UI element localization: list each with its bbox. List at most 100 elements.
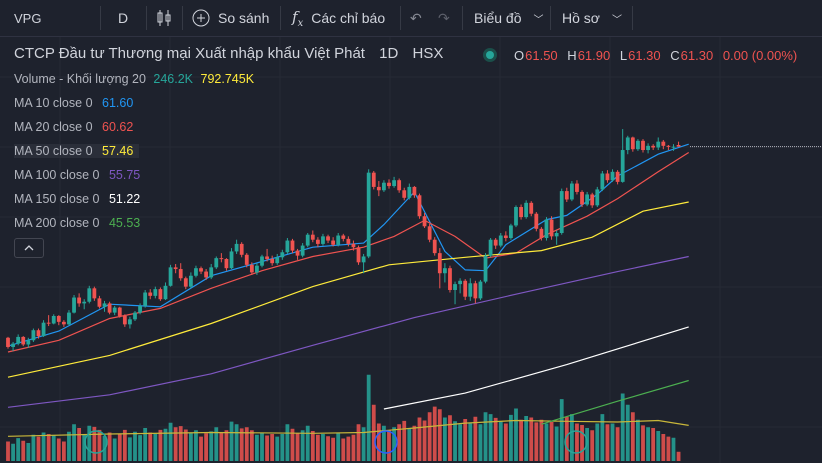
candle-style-button[interactable] — [156, 0, 172, 36]
candle-body — [173, 267, 178, 270]
volume-bar — [56, 438, 61, 461]
candle-body — [549, 219, 554, 237]
volume-ma-lines — [7, 379, 689, 437]
volume-bar — [16, 438, 21, 461]
symbol-search[interactable]: VPG — [14, 0, 41, 36]
candle-body — [92, 288, 97, 299]
candle-body — [295, 250, 300, 256]
ma-legend-10[interactable]: MA 10 close 0 61.60 — [14, 96, 133, 110]
indicators-button[interactable]: fx Các chỉ báo — [292, 0, 385, 36]
compare-button[interactable]: So sánh — [192, 0, 269, 36]
collapse-legend-button[interactable] — [14, 238, 44, 258]
volume-bar — [361, 427, 366, 461]
volume-bar — [387, 430, 391, 461]
interval-button[interactable]: D — [118, 0, 128, 36]
candle-body — [463, 280, 468, 297]
volume-bar — [143, 428, 148, 461]
candle-body — [255, 265, 259, 273]
candle-body — [524, 202, 529, 218]
volume-bar — [671, 437, 676, 461]
ma-legend-50[interactable]: MA 50 close 0 57.46 — [14, 144, 140, 158]
volume-bar — [676, 451, 681, 461]
candle-body — [122, 315, 127, 325]
volume-bar — [636, 419, 640, 461]
candle-body — [488, 239, 493, 256]
volume-bar — [158, 429, 163, 461]
candle-body — [630, 137, 635, 150]
volume-bar — [615, 427, 620, 461]
candle-body — [585, 194, 590, 205]
redo-button[interactable]: ↷ — [438, 0, 450, 36]
candle-body — [341, 235, 346, 239]
candle-body — [458, 280, 463, 285]
ma-legend-150[interactable]: MA 150 close 0 51.22 — [14, 192, 140, 206]
candle-body — [412, 186, 417, 196]
candle-body — [214, 258, 219, 268]
ma-label: MA 100 close 0 — [14, 168, 100, 182]
volume-bar — [646, 427, 650, 461]
candle-body — [620, 150, 625, 182]
volume-bar — [6, 441, 10, 461]
ma-150-line — [383, 326, 689, 410]
volume-bar — [321, 434, 325, 461]
candle-body — [148, 292, 153, 296]
volume-bar — [580, 425, 584, 461]
ma-200-line — [541, 379, 689, 425]
volume-bar — [397, 424, 402, 461]
volume-bar — [458, 424, 463, 461]
price-chart[interactable] — [0, 37, 822, 463]
volume-bar — [483, 412, 488, 461]
low-value: 61.30 — [628, 48, 661, 63]
volume-bar — [97, 429, 102, 461]
volume-bar — [519, 419, 523, 461]
h-label: H — [567, 48, 577, 63]
volume-bar — [285, 424, 290, 461]
volume-legend[interactable]: Volume - Khối lượng 20 246.2K 792.745K — [14, 72, 254, 86]
event-marker — [374, 430, 398, 454]
volume-label: Volume - Khối lượng 20 — [14, 72, 146, 86]
volume-bar — [569, 414, 574, 461]
volume-bar — [620, 393, 625, 461]
candle-body — [432, 239, 437, 254]
ma-legend-200[interactable]: MA 200 close 0 45.53 — [14, 216, 140, 230]
volume-bar — [336, 433, 341, 461]
profile-dropdown[interactable]: Hồ sơ ﹀ — [562, 0, 622, 36]
volume-ma-line — [7, 419, 689, 437]
candle-body — [559, 191, 564, 233]
candle-body — [514, 207, 518, 226]
candle-body — [163, 285, 168, 300]
candle-body — [244, 254, 249, 265]
volume-bar — [188, 432, 193, 461]
candle-body — [178, 269, 183, 279]
candle-body — [183, 278, 188, 287]
candle-body — [590, 194, 595, 206]
candle-body — [468, 283, 473, 297]
candle-body — [199, 268, 203, 272]
ma-legend-100[interactable]: MA 100 close 0 55.75 — [14, 168, 140, 182]
candle-body — [509, 225, 513, 239]
undo-button[interactable]: ↶ — [410, 0, 422, 36]
volume-bar — [407, 428, 412, 461]
candle-body — [448, 268, 452, 290]
candle-body — [51, 315, 56, 324]
volume-bar — [300, 430, 305, 461]
volume-bar — [600, 414, 605, 461]
candle-body — [67, 312, 71, 325]
event-marker — [84, 430, 108, 454]
ma-value: 55.75 — [108, 168, 141, 182]
ma-legend-20[interactable]: MA 20 close 0 60.62 — [14, 120, 133, 134]
separator — [550, 6, 551, 30]
volume-bar — [463, 419, 468, 461]
symbol-label: VPG — [14, 10, 42, 26]
redo-icon: ↷ — [438, 9, 450, 26]
volume-bar — [442, 417, 447, 461]
change-value: 0.00 (0.00%) — [722, 48, 798, 63]
candle-body — [305, 234, 310, 246]
candle-body — [422, 216, 427, 227]
volume-bar — [92, 426, 97, 461]
volume-bar — [290, 428, 295, 461]
compare-label: So sánh — [218, 10, 270, 26]
candle-body — [346, 238, 351, 244]
volume-bar — [534, 422, 539, 461]
chart-type-dropdown[interactable]: Biểu đồ ﹀ — [474, 0, 543, 36]
